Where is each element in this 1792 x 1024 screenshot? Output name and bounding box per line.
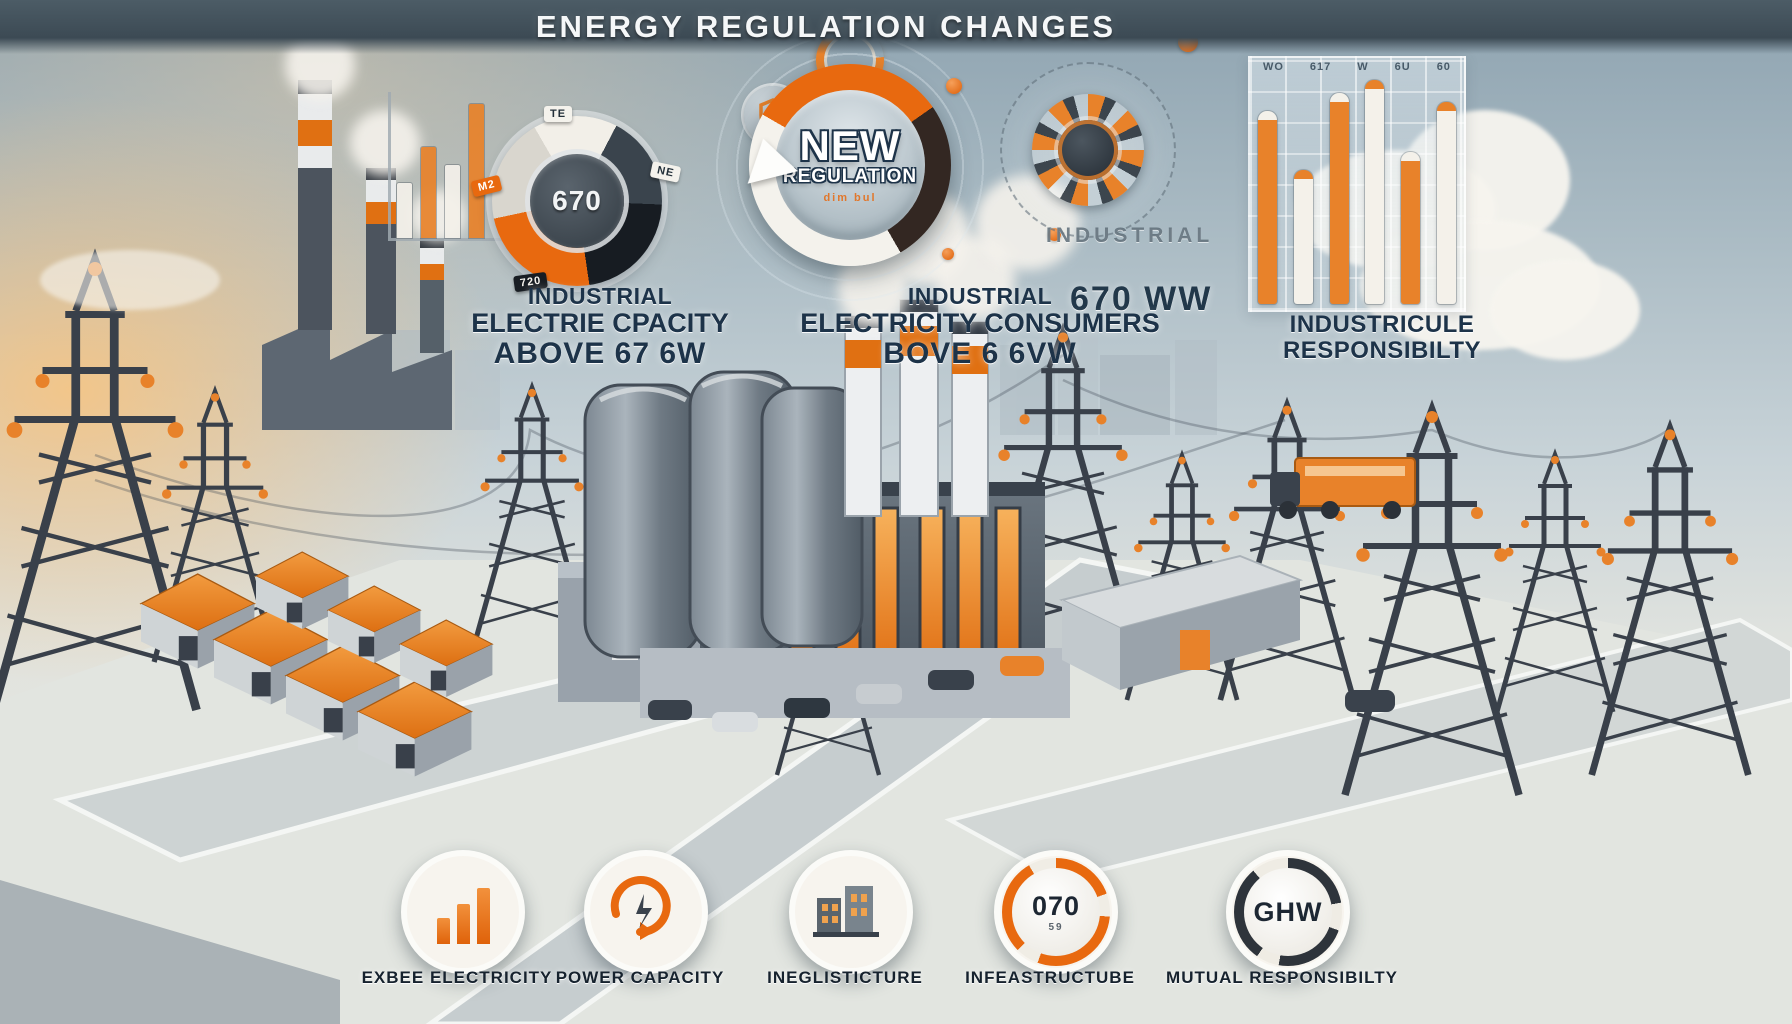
pie-label-chip: TE <box>544 106 573 122</box>
cloud <box>1490 260 1640 360</box>
bottom-label-mutual: MUTUAL RESPONSIBILTY <box>1166 968 1398 987</box>
capacity-value: 670 WW <box>1070 280 1213 318</box>
power-plant <box>558 299 1070 718</box>
capacity-meter-value: 070 <box>1031 891 1081 921</box>
capacity-donut-chart: 670 TE NE 720 M2 <box>470 106 682 293</box>
consumers-line-2: ELECTRICITY CONSUMERS <box>800 307 1160 338</box>
capacity-line-3: ABOVE 67 6W <box>493 336 707 370</box>
infrastructure-icon <box>813 886 879 937</box>
industrial-watermark: INDUSTRIAL <box>1046 224 1214 247</box>
consumers-line-3: BOVE 6 6VW <box>883 336 1077 370</box>
capacity-text-block: INDUSTRIAL ELECTRIE CPACITY ABOVE 67 6W <box>430 284 770 370</box>
gear-emblem <box>1000 62 1176 238</box>
bar-chart-icon <box>407 856 519 968</box>
ghw-meter-value: GHW <box>1253 896 1323 927</box>
bottom-badge-capacity-meter: 070 59 <box>994 850 1118 974</box>
regulation-bar-chart: WO 617 W 6U 60 <box>1248 56 1466 312</box>
responsibility-text-block: INDUSTRICULE RESPONSIBILTY <box>1262 312 1502 364</box>
title-band: ENERGY REGULATION CHANGES <box>0 0 1792 54</box>
distant-skyline <box>380 330 1217 435</box>
badge-title: NEW <box>799 122 901 170</box>
bottom-label-power: POWER CAPACITY <box>555 968 725 987</box>
car-row <box>648 656 1395 732</box>
decor-dot <box>946 78 962 94</box>
badge-subtext: dim bul <box>823 191 877 204</box>
bottom-badge-ghw-meter: GHW <box>1226 850 1350 974</box>
responsibility-line-2: RESPONSIBILTY <box>1282 336 1482 364</box>
consumers-text-block: INDUSTRIAL ELECTRICITY CONSUMERS BOVE 6 … <box>795 284 1165 370</box>
bottom-badge-electricity <box>401 850 525 974</box>
bottom-badge-infrastructure <box>789 850 913 974</box>
regulation-chart-bars <box>1258 79 1456 304</box>
capacity-line-1: INDUSTRIAL <box>527 283 673 309</box>
left-factory <box>262 80 452 430</box>
regulation-chart-ticks: WO 617 W 6U 60 <box>1262 61 1451 73</box>
badge-subtitle: REGULATION <box>782 165 918 187</box>
smoke-plume <box>350 110 420 176</box>
donut-center-value: 670 <box>552 185 602 216</box>
new-regulation-badge: NEW REGULATION dim bul <box>749 64 951 266</box>
cloud <box>40 250 220 310</box>
responsibility-line-1: INDUSTRICULE <box>1289 311 1475 338</box>
capacity-meter-inner: 070 59 <box>1012 868 1100 956</box>
bottom-label-infrastructure: INEGLISTICTURE <box>767 968 923 987</box>
capacity-meter-sub: 59 <box>1048 922 1064 933</box>
gear-center <box>1058 120 1118 180</box>
page-title: ENERGY REGULATION CHANGES <box>535 9 1117 44</box>
power-cycle-icon <box>610 876 671 940</box>
bottom-badge-power <box>584 850 708 974</box>
truck-icon <box>1270 457 1416 519</box>
mini-bar-chart-bars <box>397 92 497 238</box>
bottom-label-electricity: EXBEE ELECTRICITY <box>361 968 553 987</box>
capacity-line-2: ELECTRIE CPACITY <box>471 307 729 338</box>
bottom-label-capacity: INFEASTRUCTUBE <box>965 968 1135 987</box>
decor-dot <box>942 248 954 260</box>
ghw-meter-inner: GHW <box>1244 868 1332 956</box>
badge-inner: NEW REGULATION dim bul <box>775 90 925 240</box>
mini-bar-chart <box>388 92 503 241</box>
consumers-line-1: INDUSTRIAL <box>907 283 1053 309</box>
donut-center: 670 <box>530 154 624 248</box>
right-buildings <box>1059 457 1416 690</box>
